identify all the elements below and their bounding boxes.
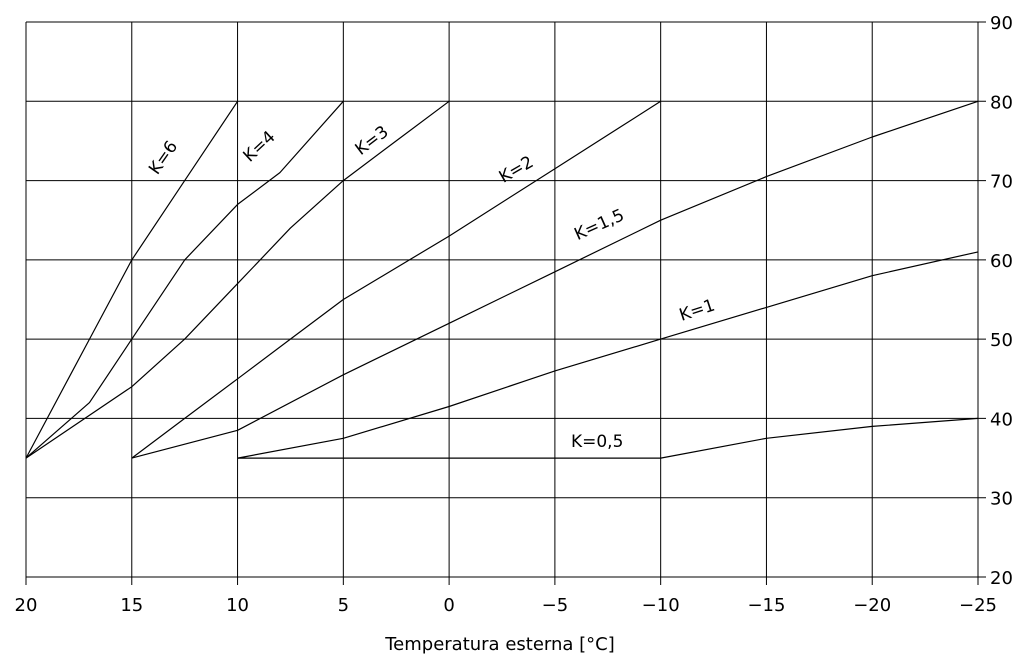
y-tick-label: 30 bbox=[990, 489, 1013, 510]
curve-label: K=1,5 bbox=[571, 205, 627, 245]
x-tick-label: 5 bbox=[338, 595, 349, 616]
x-tick-label: −25 bbox=[959, 595, 997, 616]
y-tick-label: 90 bbox=[990, 13, 1013, 34]
curve-label: K=6 bbox=[145, 137, 182, 178]
y-tick-labels: 20 30 40 50 60 70 80 90 bbox=[990, 13, 1013, 589]
curve-line bbox=[131, 100, 979, 459]
x-tick-label: 15 bbox=[120, 595, 143, 616]
curve-label: K=4 bbox=[239, 127, 279, 166]
x-tick-label: 10 bbox=[226, 595, 249, 616]
y-tick-label: 50 bbox=[990, 330, 1013, 351]
curve-line bbox=[25, 100, 239, 459]
x-tick-labels: 20 15 10 5 0 −5 −10 −15 −20 −25 bbox=[15, 595, 997, 616]
curve-labels: K=6 K=4 K=3 K=2 K=1,5 K=1 K=0,5 bbox=[145, 122, 717, 452]
curve-line bbox=[237, 417, 979, 459]
y-tick-label: 40 bbox=[990, 409, 1013, 430]
curve-line bbox=[237, 251, 979, 459]
curve-label: K=1 bbox=[677, 295, 718, 325]
curve-label: K=3 bbox=[352, 122, 393, 160]
grid bbox=[25, 21, 986, 585]
y-tick-label: 60 bbox=[990, 251, 1013, 272]
curve-label: K=0,5 bbox=[571, 432, 623, 452]
x-tick-label: 20 bbox=[15, 595, 38, 616]
x-axis-label: Temperatura esterna [°C] bbox=[384, 634, 615, 655]
x-tick-label: −15 bbox=[747, 595, 785, 616]
curves bbox=[25, 100, 979, 459]
y-tick-label: 80 bbox=[990, 92, 1013, 113]
y-tick-label: 20 bbox=[990, 568, 1013, 589]
x-tick-label: 0 bbox=[443, 595, 454, 616]
y-tick-label: 70 bbox=[990, 172, 1013, 193]
curve-line bbox=[25, 100, 450, 459]
curve-line bbox=[25, 100, 344, 459]
x-tick-label: −20 bbox=[853, 595, 891, 616]
x-tick-label: −10 bbox=[642, 595, 680, 616]
curve-line bbox=[131, 100, 662, 459]
x-tick-label: −5 bbox=[542, 595, 569, 616]
curve-label: K=2 bbox=[496, 152, 537, 187]
